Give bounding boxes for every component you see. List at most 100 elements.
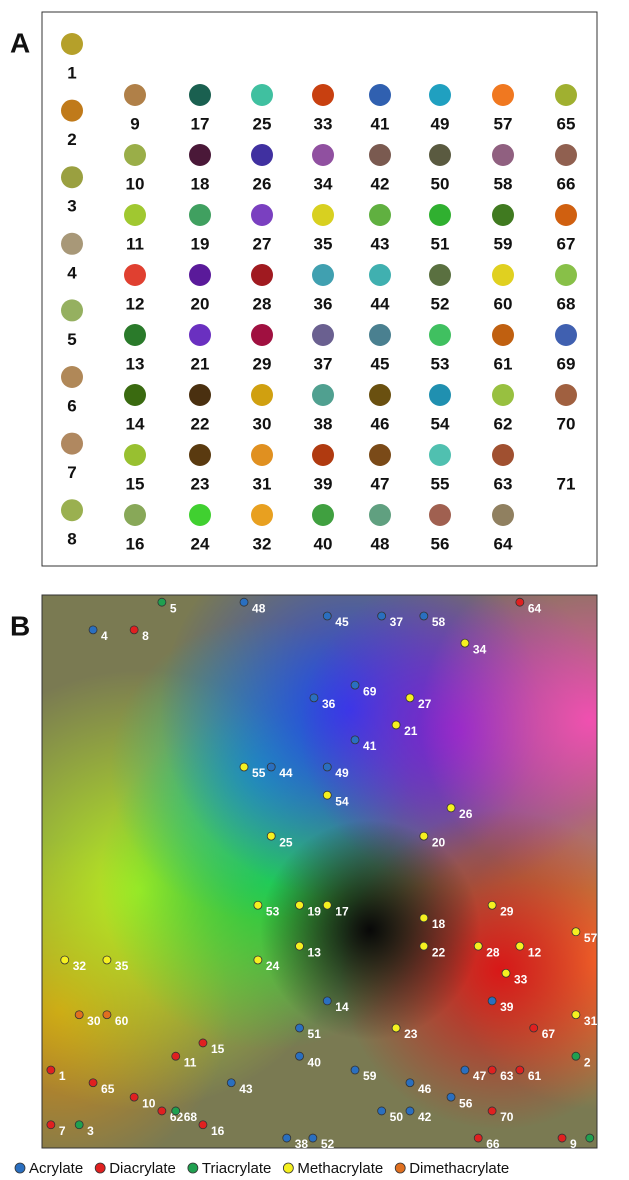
spot-label: 7: [67, 463, 76, 482]
point-label: 28: [486, 945, 500, 959]
point: [447, 804, 455, 812]
spot-label: 22: [191, 414, 210, 433]
point-label: 24: [266, 959, 280, 973]
point: [310, 694, 318, 702]
spot-label: 56: [431, 534, 450, 553]
spot-label: 65: [557, 114, 576, 133]
spot-label: 26: [253, 174, 272, 193]
point: [351, 1066, 359, 1074]
point-label: 10: [142, 1096, 156, 1110]
point-label: 40: [308, 1055, 322, 1069]
point-label: 45: [335, 615, 349, 629]
spot: [555, 264, 577, 286]
spot-label: 43: [371, 234, 390, 253]
point: [296, 1052, 304, 1060]
point: [296, 901, 304, 909]
spot-label: 64: [494, 534, 513, 553]
point-label: 32: [73, 959, 87, 973]
point: [240, 763, 248, 771]
spot-label: 67: [557, 234, 576, 253]
spot-label: 61: [494, 354, 513, 373]
point: [103, 956, 111, 964]
spot-label: 32: [253, 534, 272, 553]
point-label: 56: [459, 1096, 473, 1110]
spot-label: 44: [371, 294, 390, 313]
point: [351, 681, 359, 689]
spot-label: 58: [494, 174, 513, 193]
point: [130, 1093, 138, 1101]
point-label: 12: [528, 945, 542, 959]
spot-label: 18: [191, 174, 210, 193]
point: [351, 736, 359, 744]
point: [47, 1066, 55, 1074]
spot-label: 60: [494, 294, 513, 313]
spot-label: 14: [126, 414, 145, 433]
spot-label: 23: [191, 474, 210, 493]
point-label: 15: [211, 1042, 225, 1056]
point: [502, 969, 510, 977]
point: [296, 942, 304, 950]
point: [488, 901, 496, 909]
point: [61, 956, 69, 964]
spot: [61, 499, 83, 521]
spot: [251, 384, 273, 406]
spot: [429, 144, 451, 166]
spot-label: 36: [314, 294, 333, 313]
spot: [492, 264, 514, 286]
spot-label: 12: [126, 294, 145, 313]
point-label: 64: [528, 601, 542, 615]
point-label: 38: [295, 1137, 309, 1151]
spot-label: 66: [557, 174, 576, 193]
point: [240, 598, 248, 606]
spot-label: 13: [126, 354, 145, 373]
spot: [492, 144, 514, 166]
spot: [251, 204, 273, 226]
point: [254, 901, 262, 909]
spot-label: 71: [557, 474, 576, 493]
point: [47, 1121, 55, 1129]
point-label: 50: [390, 1110, 404, 1124]
spot: [61, 366, 83, 388]
point-label: 60: [115, 1014, 129, 1028]
point-label: 39: [500, 1000, 514, 1014]
spot-label: 48: [371, 534, 390, 553]
spot: [124, 204, 146, 226]
point-label: 21: [404, 724, 418, 738]
spot-label: 10: [126, 174, 145, 193]
spot: [492, 324, 514, 346]
point: [488, 1107, 496, 1115]
point-label: 3: [87, 1124, 94, 1138]
point-label: 23: [404, 1027, 418, 1041]
point: [530, 1024, 538, 1032]
point: [309, 1134, 317, 1142]
spot-label: 41: [371, 114, 390, 133]
spot: [429, 504, 451, 526]
point-label: 69: [363, 684, 377, 698]
point-label: 59: [363, 1069, 377, 1083]
spot: [429, 264, 451, 286]
spot: [189, 384, 211, 406]
point-label: 44: [279, 766, 293, 780]
point: [283, 1134, 291, 1142]
spot: [312, 144, 334, 166]
spot-label: 68: [557, 294, 576, 313]
point: [420, 612, 428, 620]
spot-label: 59: [494, 234, 513, 253]
point-label: 1: [59, 1069, 66, 1083]
point: [158, 1107, 166, 1115]
point-label: 43: [239, 1082, 253, 1096]
point: [267, 832, 275, 840]
spot: [312, 324, 334, 346]
point: [75, 1121, 83, 1129]
spot-label: 1: [67, 63, 76, 82]
spot: [369, 324, 391, 346]
legend-marker: [395, 1163, 405, 1173]
spot-label: 69: [557, 354, 576, 373]
point: [323, 612, 331, 620]
point-label: 19: [308, 904, 322, 918]
point: [172, 1107, 180, 1115]
point: [406, 1107, 414, 1115]
point-label: 68: [184, 1110, 198, 1124]
point: [572, 928, 580, 936]
